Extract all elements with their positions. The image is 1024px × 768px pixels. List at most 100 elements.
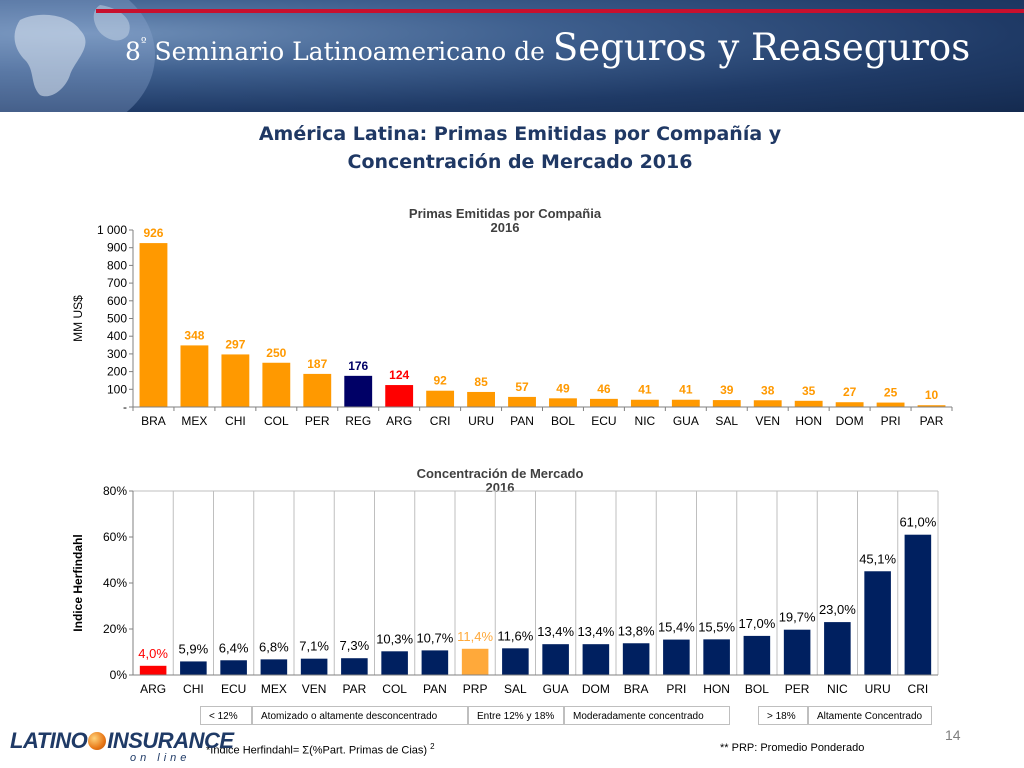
data-label-gua: 41 — [679, 383, 693, 397]
bar-pri — [663, 639, 690, 675]
data-label-ven: 38 — [761, 383, 775, 397]
bar-bol — [549, 398, 577, 407]
y-tick-label: 80% — [103, 484, 127, 498]
bar-per — [783, 629, 811, 675]
y-tick-label: 20% — [103, 622, 127, 636]
bar-sal — [502, 648, 529, 675]
data-label-nic: 23,0% — [819, 602, 856, 617]
chart-subtitle: 2016 — [486, 480, 515, 495]
bar-dom — [582, 644, 610, 675]
x-tick-label-chi: CHI — [183, 682, 204, 696]
bar-gua — [542, 644, 569, 675]
data-label-reg: 176 — [348, 359, 368, 373]
data-label-pri: 15,4% — [658, 620, 695, 635]
bar-hon — [794, 400, 823, 407]
data-label-prp: 11,4% — [457, 629, 493, 644]
chart-title: Concentración de Mercado — [417, 466, 584, 481]
logo-wordmark: LATINO INSURANCE — [10, 728, 234, 754]
data-label-arg: 4,0% — [138, 646, 168, 661]
legend-desc-low: Atomizado o altamente desconcentrado — [252, 706, 468, 725]
y-tick-label: 600 — [107, 294, 127, 308]
bar-nic — [824, 622, 851, 675]
seminar-ordinal: º — [140, 35, 147, 49]
bar-pan — [421, 650, 449, 675]
bar-cri — [904, 534, 932, 675]
x-tick-label-bol: BOL — [745, 682, 769, 696]
globe-graphic — [0, 0, 155, 112]
x-tick-label-pan: PAN — [510, 414, 534, 428]
x-tick-label-sal: SAL — [504, 682, 527, 696]
x-tick-label-uru: URU — [468, 414, 494, 428]
data-label-cri: 61,0% — [899, 515, 936, 530]
y-tick-label: - — [123, 400, 127, 414]
seminar-number: 8 — [125, 37, 141, 66]
bar-pri — [876, 402, 905, 407]
data-label-col: 250 — [266, 346, 286, 360]
concentration-legend: < 12% Atomizado o altamente desconcentra… — [200, 706, 934, 727]
y-axis-title: Indice Herfindahl — [71, 534, 85, 631]
data-label-uru: 85 — [474, 375, 488, 389]
y-tick-label: 40% — [103, 576, 127, 590]
x-tick-label-arg: ARG — [386, 414, 412, 428]
bar-reg — [344, 375, 373, 407]
x-tick-label-pan: PAN — [423, 682, 447, 696]
x-tick-label-cri: CRI — [908, 682, 929, 696]
data-label-chi: 297 — [225, 337, 245, 351]
x-tick-label-col: COL — [382, 682, 407, 696]
x-tick-label-ecu: ECU — [591, 414, 616, 428]
x-tick-label-pri: PRI — [666, 682, 686, 696]
y-tick-label: 60% — [103, 530, 127, 544]
data-label-bra: 926 — [143, 226, 163, 240]
data-label-par: 10 — [925, 388, 939, 402]
data-label-sal: 39 — [720, 383, 734, 397]
data-label-pan: 57 — [515, 380, 529, 394]
y-tick-label: 900 — [107, 241, 127, 255]
legend-range-low: < 12% — [200, 706, 252, 725]
chart-subtitle: 2016 — [491, 220, 520, 235]
bar-bra — [139, 243, 168, 407]
bar-chi — [221, 354, 250, 407]
bar-sal — [712, 400, 741, 407]
data-label-sal: 11,6% — [497, 628, 533, 643]
bar-prp — [461, 648, 489, 675]
page-title-line2: Concentración de Mercado 2016 — [347, 151, 693, 173]
bar-col — [381, 651, 408, 675]
x-tick-label-par: PAR — [342, 682, 366, 696]
data-label-mex: 348 — [184, 328, 204, 342]
x-tick-label-prp: PRP — [463, 682, 488, 696]
data-label-per: 187 — [307, 357, 327, 371]
bar-arg — [139, 665, 167, 675]
data-label-col: 10,3% — [376, 631, 413, 646]
bar-arg — [385, 385, 414, 407]
data-label-hon: 35 — [802, 384, 816, 398]
data-label-bol: 49 — [556, 381, 570, 395]
x-tick-label-col: COL — [264, 414, 289, 428]
x-tick-label-chi: CHI — [225, 414, 246, 428]
seminar-title: 8º Seminario Latinoamericano de Seguros … — [125, 26, 970, 69]
prp-footnote: ** PRP: Promedio Ponderado — [720, 742, 865, 754]
latino-insurance-logo: LATINO INSURANCE on line — [10, 728, 234, 768]
bar-par — [341, 658, 368, 675]
bar-uru — [864, 571, 891, 675]
x-tick-label-par: PAR — [920, 414, 944, 428]
data-label-bra: 13,8% — [618, 623, 655, 638]
legend-desc-mid: Moderadamente concentrado — [564, 706, 730, 725]
herfindahl-formula: *Indice Herfindahl= Σ(%Part. Primas de C… — [206, 742, 435, 757]
bar-gua — [671, 399, 700, 407]
logo-text-left: LATINO — [10, 728, 88, 753]
x-tick-label-ecu: ECU — [221, 682, 246, 696]
x-tick-label-pri: PRI — [881, 414, 901, 428]
bar-hon — [703, 639, 730, 675]
x-tick-label-nic: NIC — [827, 682, 848, 696]
data-label-ven: 7,1% — [299, 639, 329, 654]
data-label-pri: 25 — [884, 386, 898, 400]
x-tick-label-ven: VEN — [302, 682, 327, 696]
y-tick-label: 800 — [107, 258, 127, 272]
y-tick-label: 0% — [110, 668, 128, 682]
y-tick-label: 1 000 — [97, 223, 127, 237]
bar-bol — [743, 635, 771, 675]
x-tick-label-uru: URU — [865, 682, 891, 696]
y-tick-label: 400 — [107, 329, 127, 343]
